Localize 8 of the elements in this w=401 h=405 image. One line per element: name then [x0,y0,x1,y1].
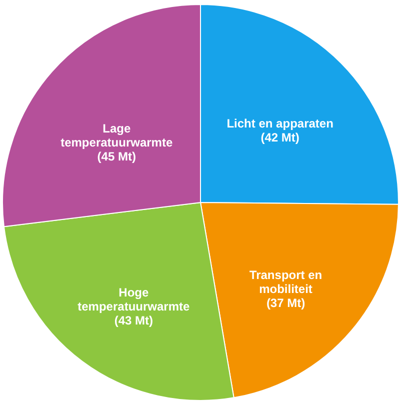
slice-label: Hoge temperatuurwarmte [78,285,190,314]
data-label: (43 Mt) [114,313,153,328]
slice-label: Licht en apparaten [226,116,334,131]
data-label: (42 Mt) [260,130,300,145]
slice-label: Transport en mobiliteit [249,268,322,296]
slice-label: Lage temperatuurwarmte [60,121,173,150]
data-label: (37 Mt) [266,296,306,310]
data-label: (45 Mt) [97,149,136,164]
